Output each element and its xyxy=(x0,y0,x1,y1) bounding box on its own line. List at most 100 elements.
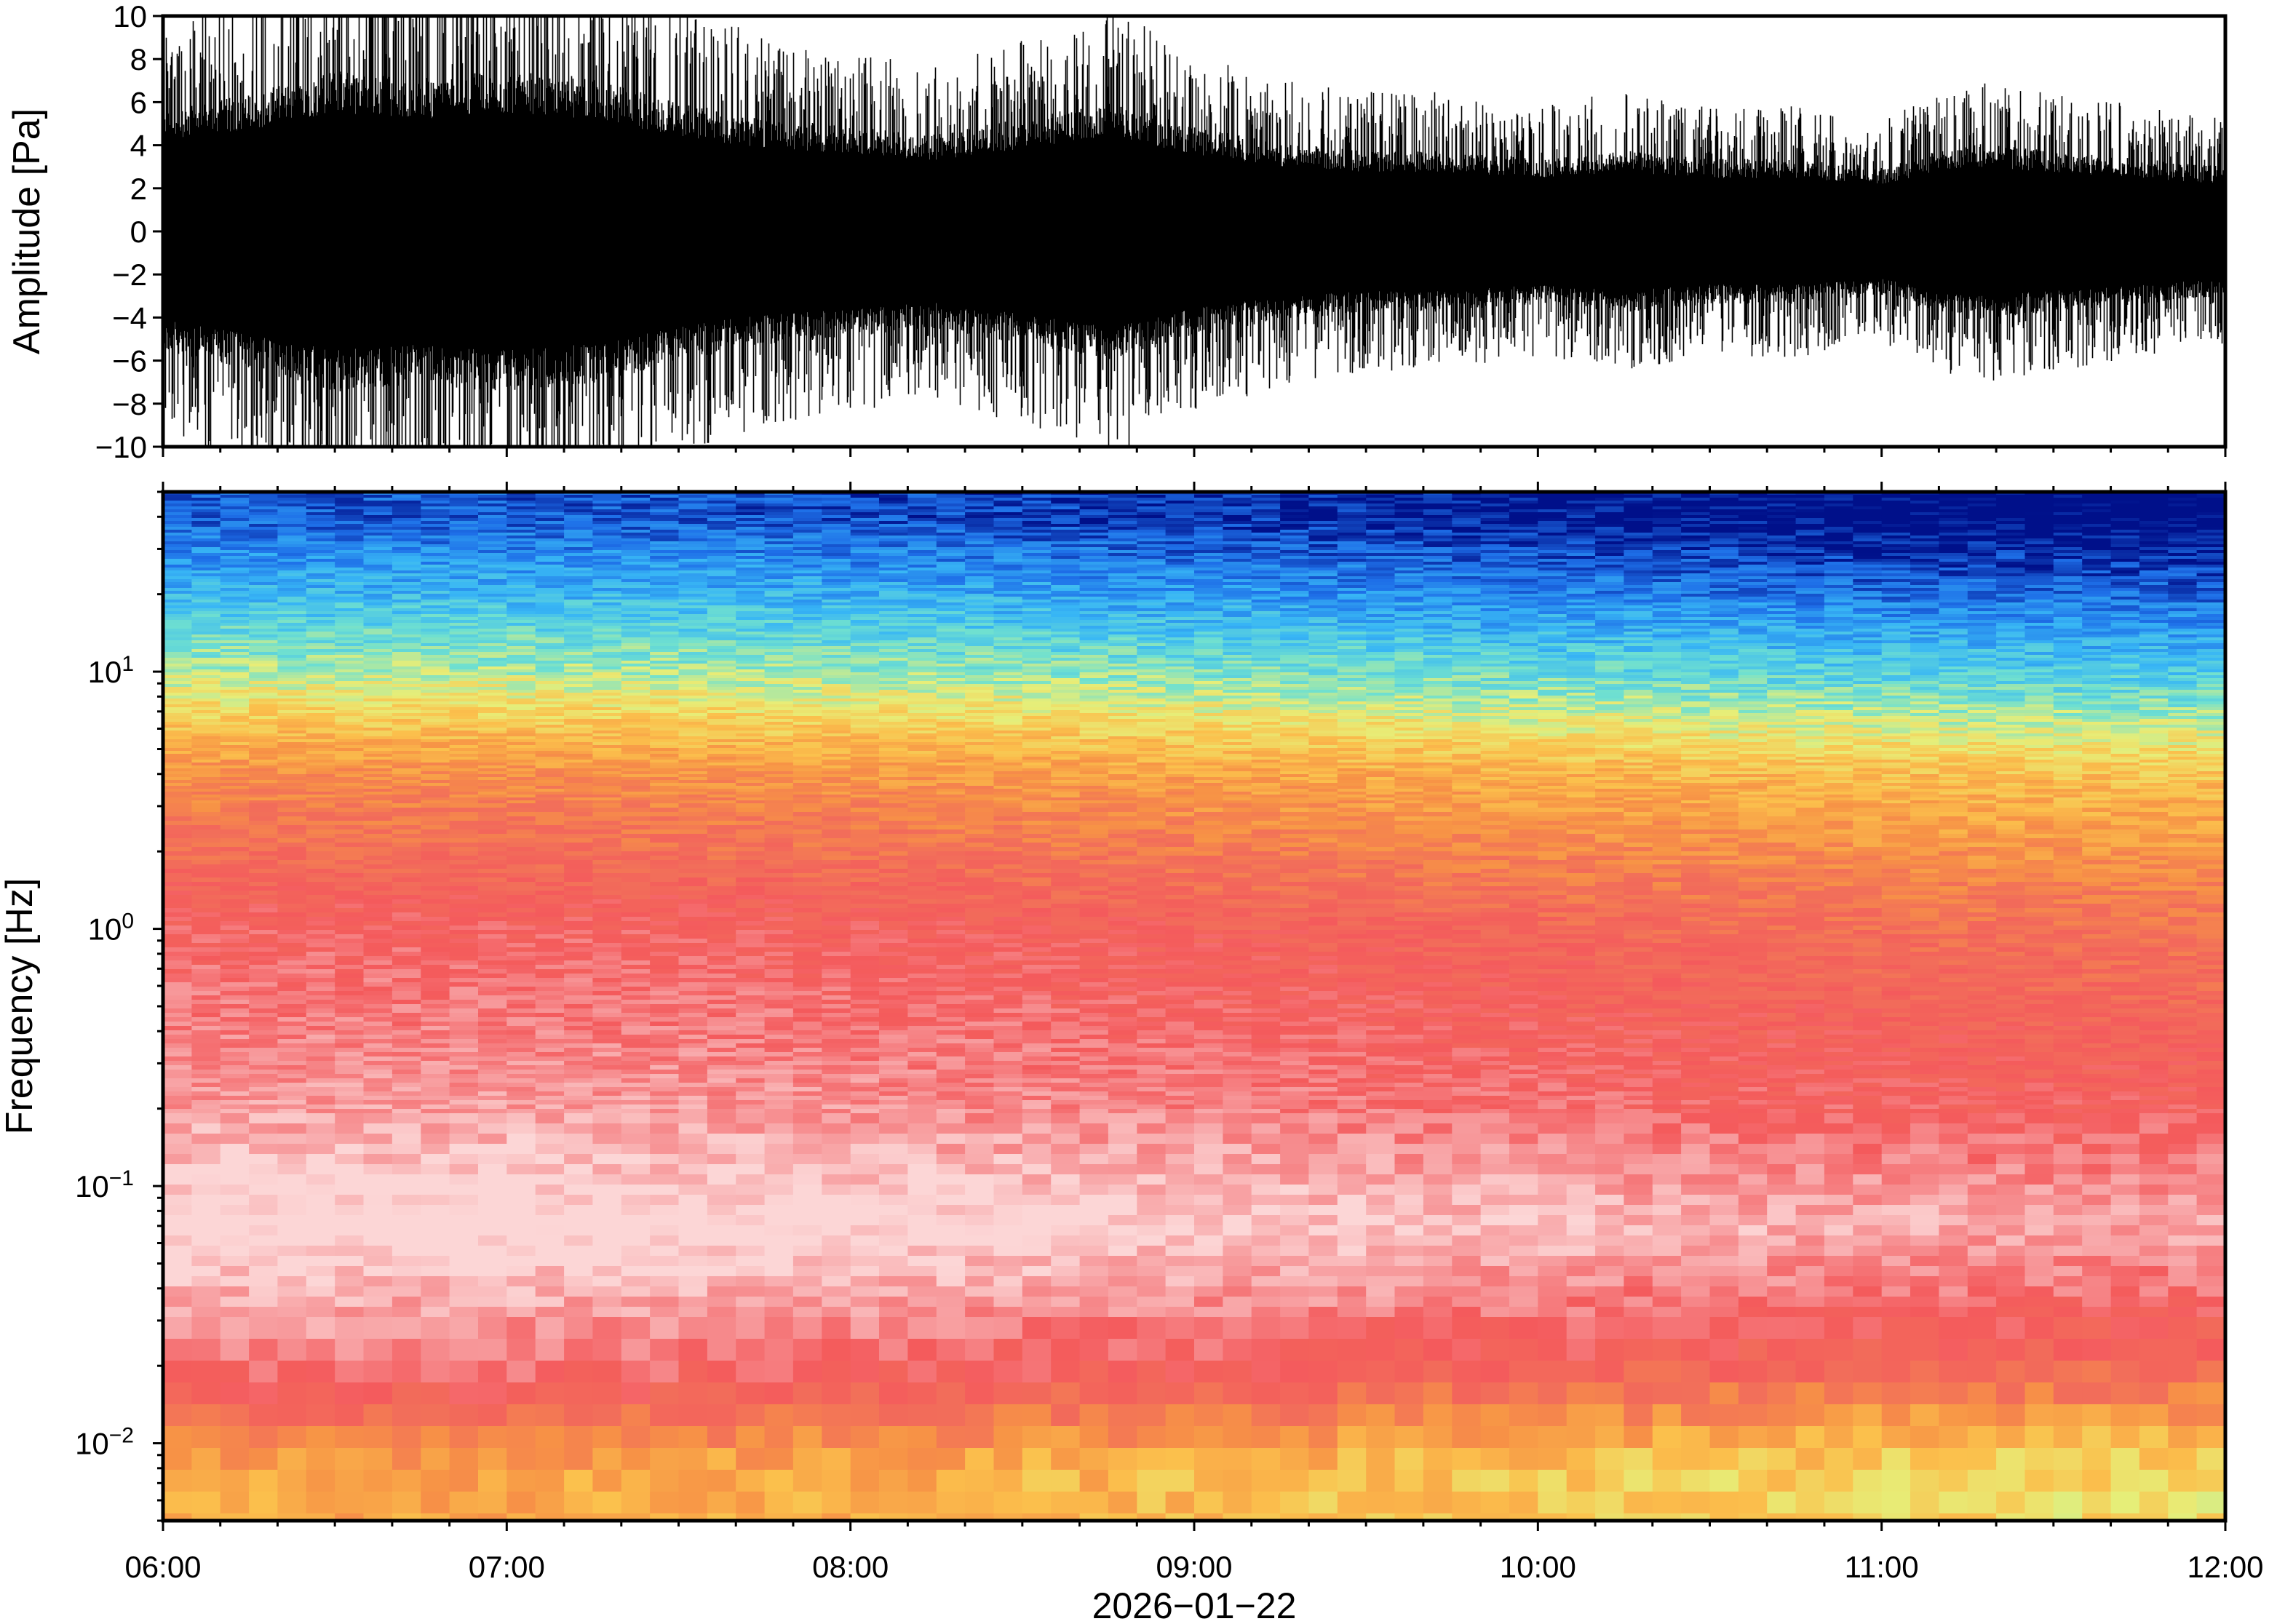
spectrogram-cell xyxy=(621,550,651,554)
spectrogram-cell xyxy=(220,687,250,690)
spectrogram-cell xyxy=(621,664,651,667)
spectrogram-cell xyxy=(506,1035,536,1040)
spectrogram-cell xyxy=(535,579,565,583)
spectrogram-cell xyxy=(764,678,794,682)
spectrogram-cell xyxy=(650,768,680,772)
spectrogram-cell xyxy=(363,556,393,560)
spectrogram-cell xyxy=(449,1297,479,1307)
spectrogram-cell xyxy=(564,1096,594,1101)
spectrogram-cell xyxy=(478,768,508,772)
spectrogram-cell xyxy=(449,1083,479,1088)
spectrogram-cell xyxy=(792,912,823,918)
spectrogram-cell xyxy=(764,527,794,530)
spectrogram-cell xyxy=(191,690,221,693)
spectrogram-cell xyxy=(564,739,594,743)
spectrogram-cell xyxy=(707,728,737,731)
spectrogram-cell xyxy=(249,792,279,795)
spectrogram-cell xyxy=(535,698,565,702)
spectrogram-cell xyxy=(392,995,422,1000)
spectrogram-cell xyxy=(220,562,250,565)
spectrogram-cell xyxy=(249,646,279,650)
spectrogram-cell xyxy=(621,1113,651,1124)
spectrogram-cell xyxy=(564,530,594,533)
spectrogram-cell xyxy=(792,1286,823,1297)
spectrogram-cell xyxy=(449,754,479,757)
spectrogram-cell xyxy=(822,634,851,638)
spectrogram-cell xyxy=(650,582,680,586)
spectrogram-cell xyxy=(822,678,851,682)
spectrogram-cell xyxy=(707,838,737,843)
spectrogram-cell xyxy=(678,821,708,826)
spectrogram-cell xyxy=(822,895,851,900)
spectrogram-cell xyxy=(220,634,250,638)
spectrogram-cell xyxy=(191,1235,221,1246)
spectrogram-cell xyxy=(392,1205,422,1216)
spectrogram-cell xyxy=(478,1144,508,1155)
spectrogram-cell xyxy=(249,1004,279,1009)
spectrogram-cell xyxy=(220,987,250,992)
spectrogram-cell xyxy=(191,1104,221,1110)
spectrogram-cell xyxy=(249,851,279,856)
spectrogram-cell xyxy=(764,518,794,522)
spectrogram-cell xyxy=(621,600,651,603)
spectrogram-cell xyxy=(335,1215,365,1226)
spectrogram-cell xyxy=(306,634,335,638)
spectrogram-cell xyxy=(449,834,479,839)
spectrogram-cell xyxy=(335,731,365,734)
spectrogram-cell xyxy=(592,678,622,682)
spectrogram-cell xyxy=(592,600,622,603)
spectrogram-cell xyxy=(392,655,422,658)
spectrogram-cell xyxy=(792,1404,823,1427)
spectrogram-cell xyxy=(163,736,193,740)
spectrogram-cell xyxy=(277,1297,307,1307)
spectrogram-cell xyxy=(535,978,565,983)
spectrogram-cell xyxy=(736,838,766,843)
spectrogram-cell xyxy=(535,707,565,711)
spectrogram-cell xyxy=(277,696,307,699)
spectrogram-cell xyxy=(822,597,851,600)
spectrogram-cell xyxy=(306,1056,335,1062)
spectrogram-cell xyxy=(191,1013,221,1018)
spectrogram-cell xyxy=(335,515,365,519)
spectrogram-cell xyxy=(249,829,279,835)
spectrogram-cell xyxy=(592,952,622,957)
spectrogram-cell xyxy=(478,664,508,667)
spectrogram-cell xyxy=(363,608,393,612)
spectrogram-cell xyxy=(191,873,221,878)
spectrogram-cell xyxy=(220,751,250,755)
spectrogram-cell xyxy=(421,771,450,775)
spectrogram-cell xyxy=(306,943,335,948)
spectrogram-cell xyxy=(535,649,565,653)
spectrogram-cell xyxy=(277,725,307,728)
spectrogram-cell xyxy=(678,1070,708,1075)
spectrogram-cell xyxy=(306,623,335,626)
spectrogram-cell xyxy=(191,1426,221,1449)
spectrogram-cell xyxy=(220,912,250,918)
spectrogram-cell xyxy=(621,1087,651,1092)
spectrogram-cell xyxy=(535,570,565,574)
spectrogram-cell xyxy=(764,829,794,835)
spectrogram-cell xyxy=(335,582,365,586)
spectrogram-cell xyxy=(392,739,422,743)
spectrogram-cell xyxy=(421,987,450,992)
spectrogram-cell xyxy=(764,760,794,763)
spectrogram-cell xyxy=(306,1195,335,1206)
spectrogram-cell xyxy=(621,760,651,763)
spectrogram-cell xyxy=(220,1056,250,1062)
spectrogram-cell xyxy=(306,509,335,513)
spectrogram-cell xyxy=(421,960,450,966)
spectrogram-cell xyxy=(163,774,193,778)
spectrogram-cell xyxy=(363,503,393,507)
spectrogram-cell xyxy=(736,664,766,667)
spectrogram-cell xyxy=(478,1205,508,1216)
spectrogram-cell xyxy=(220,506,250,510)
spectrogram-cell xyxy=(707,1225,737,1236)
spectrogram-cell xyxy=(650,952,680,957)
spectrogram-cell xyxy=(306,912,335,918)
spectrogram-cell xyxy=(564,719,594,723)
spectrogram-cell xyxy=(335,719,365,723)
spectrogram-cell xyxy=(220,934,250,939)
spectrogram-cell xyxy=(792,725,823,728)
spectrogram-cell xyxy=(592,547,622,551)
spectrogram-cell xyxy=(191,573,221,577)
